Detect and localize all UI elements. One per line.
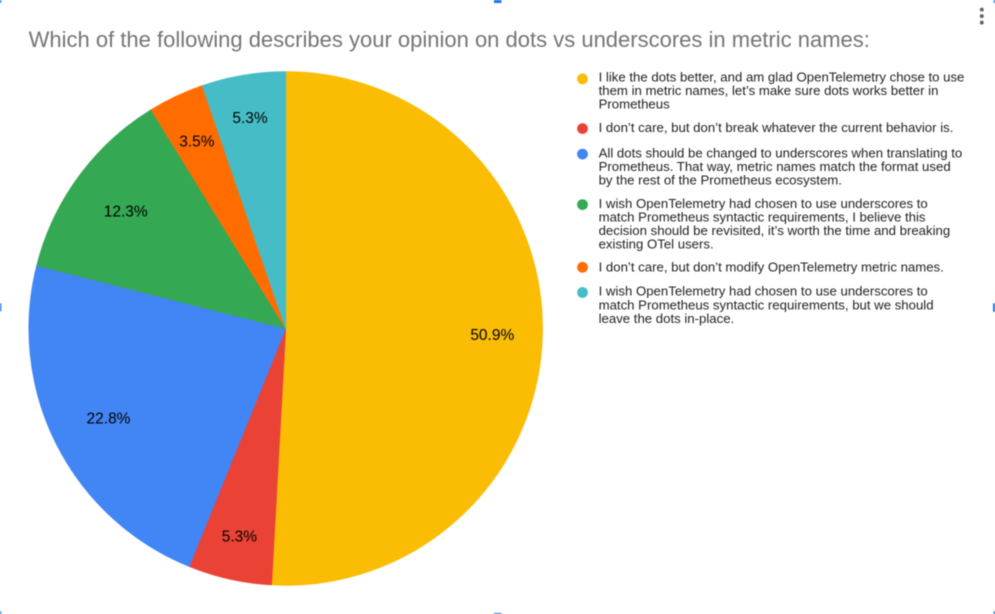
svg-text:3.5%: 3.5%: [179, 133, 215, 150]
svg-text:50.9%: 50.9%: [470, 327, 514, 344]
svg-text:I don’t care, but don’t break: I don’t care, but don’t break whatever t…: [599, 120, 954, 135]
svg-text:All dots should be changed to: All dots should be changed to underscore…: [599, 145, 963, 160]
svg-text:I like the dots better, and am: I like the dots better, and am glad Open…: [599, 69, 965, 84]
svg-text:12.3%: 12.3%: [104, 203, 148, 220]
svg-text:I wish OpenTelemetry had chose: I wish OpenTelemetry had chosen to use u…: [599, 284, 928, 299]
svg-text:Prometheus. That way, metric n: Prometheus. That way, metric names match…: [599, 159, 951, 174]
svg-text:match Prometheus syntactic req: match Prometheus syntactic requirements,…: [599, 297, 934, 312]
svg-text:existing OTel users.: existing OTel users.: [599, 237, 714, 252]
svg-text:by the rest of the Prometheus: by the rest of the Prometheus ecosystem.: [599, 173, 842, 188]
svg-text:match Prometheus syntactic req: match Prometheus syntactic requirements,…: [599, 209, 926, 224]
svg-text:them in metric names, let’s ma: them in metric names, let’s make sure do…: [599, 83, 939, 98]
svg-text:5.3%: 5.3%: [222, 528, 258, 545]
svg-text:5.3%: 5.3%: [232, 110, 268, 127]
svg-text:I don’t care, but don’t modify: I don’t care, but don’t modify OpenTelem…: [599, 259, 944, 274]
svg-text:Prometheus: Prometheus: [599, 97, 671, 112]
svg-text:I wish OpenTelemetry had chose: I wish OpenTelemetry had chosen to use u…: [599, 196, 928, 211]
svg-text:Which of the following describ: Which of the following describes your op…: [29, 27, 870, 52]
svg-text:22.8%: 22.8%: [87, 410, 131, 427]
svg-text:leave the dots in-place.: leave the dots in-place.: [599, 311, 735, 326]
svg-text:decision should be revisited,: decision should be revisited, it’s worth…: [599, 223, 951, 238]
